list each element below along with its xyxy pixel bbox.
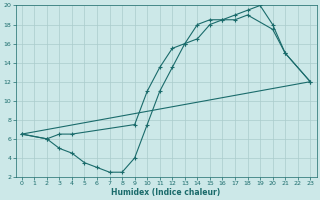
X-axis label: Humidex (Indice chaleur): Humidex (Indice chaleur) bbox=[111, 188, 221, 197]
